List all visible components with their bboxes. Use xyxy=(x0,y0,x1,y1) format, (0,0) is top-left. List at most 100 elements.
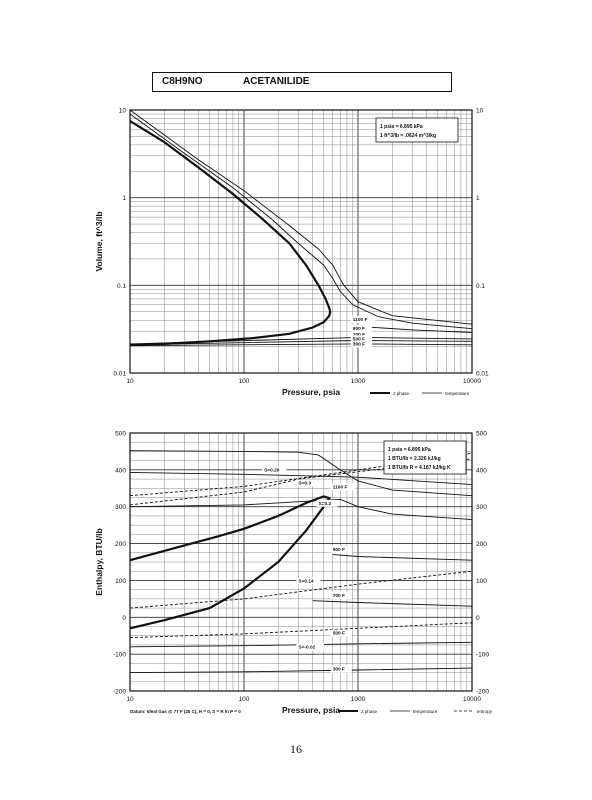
curve-annotation: 900 F xyxy=(333,547,345,553)
conversion-note-text: 1 BTU/lb R = 4.187 kJ/kg K xyxy=(388,465,451,471)
compound-formula: C8H9NO xyxy=(162,76,203,87)
annotation-bg xyxy=(296,643,325,651)
annotation-bg xyxy=(330,545,352,553)
annotation-bg xyxy=(296,479,318,487)
x-axis-label: Pressure, psia xyxy=(282,387,340,397)
y-tick-label-right: 400 xyxy=(476,467,487,474)
annotation-bg xyxy=(330,592,352,600)
page-number: 16 xyxy=(290,742,302,756)
y-tick-label-left: -200 xyxy=(113,689,126,696)
x-tick-label: 1000 xyxy=(351,696,366,703)
temperature-line xyxy=(129,471,473,486)
legend-label: temperature xyxy=(413,709,438,714)
conversion-note-text: 1 ft^3/lb = .0624 m^3/kg xyxy=(380,133,436,139)
curve-annotation: 300 F xyxy=(333,667,345,673)
temperature-line xyxy=(129,667,473,674)
curve-annotation: S=0.2 xyxy=(318,501,331,507)
temperature-line xyxy=(332,554,473,561)
entropy-line xyxy=(129,458,473,506)
y-tick-label-left: -100 xyxy=(113,652,126,659)
conversion-note-box xyxy=(375,117,459,143)
y-tick-label-right: 200 xyxy=(476,541,487,548)
y-tick-label-left: 400 xyxy=(115,467,126,474)
legend-label: 2 phase xyxy=(361,709,378,714)
legend-label: entropy xyxy=(477,709,493,714)
temperature-line xyxy=(312,600,473,607)
y-tick-label-right: 500 xyxy=(476,431,487,438)
conversion-note-box xyxy=(383,440,467,475)
curve-annotation: 700 F xyxy=(333,593,345,599)
curve-annotation: S=0.14 xyxy=(298,578,314,584)
chart-title-box: C8H9NO ACETANILIDE xyxy=(152,72,452,92)
x-tick-label: 100 xyxy=(239,378,250,385)
two-phase-curve xyxy=(129,120,332,346)
curve-annotation: 700 F xyxy=(353,332,365,338)
curve-annotation: 500 F xyxy=(353,336,365,342)
curve-annotation: 500 F xyxy=(333,631,345,637)
y-tick-label-right: 0.01 xyxy=(476,371,489,378)
x-tick-label: 10 xyxy=(126,378,134,385)
x-tick-label: 100 xyxy=(239,696,250,703)
y-tick-label-right: 10 xyxy=(476,108,484,115)
y-tick-label-right: -100 xyxy=(476,652,489,659)
annotation-bg xyxy=(330,483,356,491)
y-tick-label-left: 300 xyxy=(115,504,126,511)
y-axis-label: Volume, ft^3/lb xyxy=(94,211,104,271)
curve-annotation: S=-0.02 xyxy=(298,645,315,651)
y-tick-label-left: 0 xyxy=(122,615,126,622)
x-tick-label: 10000 xyxy=(463,696,481,703)
x-axis-label: Pressure, psia xyxy=(282,705,340,715)
temperature-line xyxy=(129,450,473,497)
y-tick-label-right: 0.1 xyxy=(476,283,485,290)
curve-annotation: S=0.26 xyxy=(264,468,280,474)
curve-annotation: 1100 F xyxy=(353,317,368,323)
entropy-line xyxy=(129,570,473,609)
y-tick-label-left: 500 xyxy=(115,431,126,438)
y-tick-label-right: 0 xyxy=(476,615,480,622)
curve-annotation: S=0.3 xyxy=(298,481,311,487)
curve-annotation: 1100 F xyxy=(333,484,348,490)
datum-footnote: Datum: Ideal Gas @ 77 F (25 C), H = 0, S… xyxy=(130,709,241,714)
temperature-line xyxy=(129,109,473,325)
y-tick-label-right: -200 xyxy=(476,689,489,696)
plot-frame xyxy=(129,432,473,692)
annotation-bg xyxy=(296,577,321,585)
conversion-note-text: 1 BTU/lb = 2.326 kJ/kg xyxy=(388,456,441,462)
legend-label: temperature xyxy=(445,391,470,396)
annotation-bg xyxy=(350,324,372,332)
annotation-bg xyxy=(316,499,338,507)
y-tick-label-left: 0.01 xyxy=(113,371,126,378)
annotation-bg xyxy=(262,466,287,474)
entropy-line xyxy=(129,622,473,639)
y-tick-label-left: 1 xyxy=(122,195,126,202)
curve-annotation: 900 F xyxy=(353,326,365,332)
annotation-bg xyxy=(350,335,372,343)
curve-annotation: 300 F xyxy=(353,342,365,348)
y-tick-label-left: 0.1 xyxy=(117,283,126,290)
temperature-line xyxy=(129,498,473,521)
y-tick-label-right: 300 xyxy=(476,504,487,511)
plot-frame xyxy=(129,109,473,374)
compound-name: ACETANILIDE xyxy=(243,76,310,87)
legend-label: 2 phase xyxy=(393,391,410,396)
y-tick-label-left: 100 xyxy=(115,578,126,585)
temperature-line xyxy=(357,325,473,333)
annotation-bg xyxy=(330,665,352,673)
two-phase-curve xyxy=(129,495,332,630)
y-tick-label-left: 200 xyxy=(115,541,126,548)
annotation-bg xyxy=(350,340,372,348)
x-tick-label: 10000 xyxy=(463,378,481,385)
temperature-line xyxy=(129,113,473,330)
y-tick-label-right: 1 xyxy=(476,195,480,202)
annotation-bg xyxy=(350,316,376,324)
annotation-bg xyxy=(350,330,372,338)
y-tick-label-left: 10 xyxy=(119,108,127,115)
x-tick-label: 10 xyxy=(126,696,134,703)
conversion-note-text: 1 psia = 6.895 kPa xyxy=(380,124,423,130)
annotation-bg xyxy=(330,629,352,637)
y-axis-label: Enthalpy, BTU/lb xyxy=(94,528,104,595)
conversion-note-text: 1 psia = 6.895 kPa xyxy=(388,447,431,453)
x-tick-label: 1000 xyxy=(351,378,366,385)
